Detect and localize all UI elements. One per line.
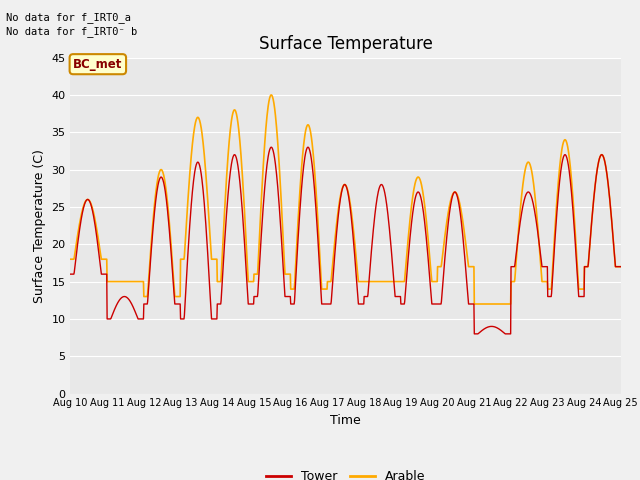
Text: No data for f_IRT0_a: No data for f_IRT0_a [6, 12, 131, 23]
Y-axis label: Surface Temperature (C): Surface Temperature (C) [33, 149, 46, 302]
Text: No data for f_IRT0⁻ b: No data for f_IRT0⁻ b [6, 26, 138, 37]
Title: Surface Temperature: Surface Temperature [259, 35, 433, 53]
Text: BC_met: BC_met [73, 58, 122, 71]
Legend: Tower, Arable: Tower, Arable [261, 465, 430, 480]
X-axis label: Time: Time [330, 414, 361, 427]
